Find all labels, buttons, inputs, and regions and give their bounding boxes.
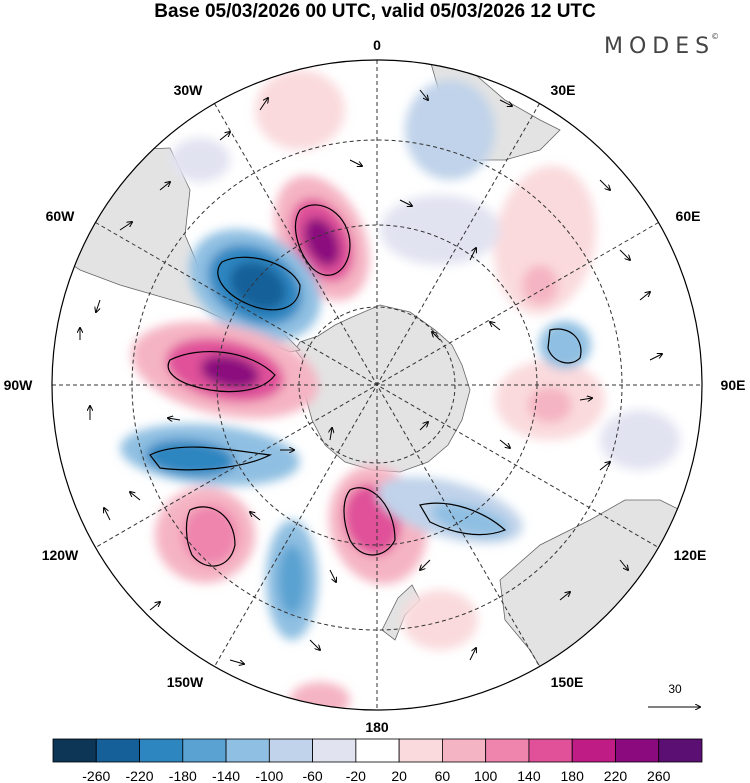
wind-vector — [599, 179, 610, 190]
wind-vector — [559, 592, 570, 601]
colorbar-label: -180 — [169, 768, 197, 783]
wind-vectors — [80, 89, 662, 664]
map-boundary — [51, 59, 703, 711]
colorbar-label: -20 — [346, 768, 366, 783]
wind-vector — [330, 428, 332, 441]
south-america-landmass — [52, 147, 301, 353]
colorbar-label: 260 — [647, 768, 671, 783]
colorbar-label: 220 — [604, 768, 628, 783]
colorbar-swatch — [571, 738, 616, 763]
wind-vector — [159, 182, 170, 191]
wind-vector — [168, 418, 181, 420]
colorbar-swatch — [139, 738, 184, 763]
wind-vector — [149, 602, 160, 611]
colorbar-label: -220 — [126, 768, 154, 783]
colorbar-swatch — [182, 738, 227, 763]
wind-vector — [639, 292, 650, 301]
colorbar-label: -100 — [255, 768, 283, 783]
colorbar: -260 -220 -180 -140 -100 -60 -20 20 60 100 140 180 2… — [52, 738, 703, 783]
modes-logo: MODES© — [604, 32, 723, 59]
wind-vector — [579, 398, 592, 400]
modes-logo-text: MODES — [604, 34, 716, 59]
wind-vector — [419, 89, 428, 100]
colorbar-label: 180 — [561, 768, 585, 783]
lon-label: 90W — [4, 377, 34, 393]
lon-label: 0 — [373, 37, 381, 53]
longitude-labels: 0 30E 60E 90E 120E 150E 180 150W 120W 90… — [4, 37, 746, 735]
lon-label: 60E — [676, 208, 701, 224]
colorbar-swatch — [225, 738, 270, 763]
colorbar-swatch — [398, 738, 443, 763]
colorbar-swatch — [355, 738, 400, 763]
wind-vector — [219, 132, 230, 141]
copyright-mark: © — [711, 32, 720, 41]
reference-vector-label: 30 — [668, 682, 682, 696]
colorbar-swatch — [615, 738, 660, 763]
lon-label: 90E — [721, 377, 746, 393]
map-disc — [52, 60, 702, 710]
colorbar-swatch — [658, 738, 703, 763]
colorbar-swatch — [312, 738, 357, 763]
wind-vector — [499, 439, 510, 448]
wind-vector — [119, 222, 132, 231]
wind-vector — [309, 639, 320, 650]
wind-vector — [130, 492, 141, 501]
reference-vector: 30 — [648, 682, 700, 707]
colorbar-label: -260 — [82, 768, 110, 783]
wind-vector — [419, 422, 428, 431]
colorbar-swatch — [95, 738, 140, 763]
lon-label: 150W — [167, 674, 204, 690]
map-title: Base 05/03/2026 00 UTC, valid 05/03/2026… — [154, 1, 596, 22]
wind-vector — [469, 248, 476, 261]
colorbar-swatch — [528, 738, 573, 763]
wind-vector — [490, 322, 501, 331]
colorbar-label: -140 — [212, 768, 240, 783]
wind-vector — [96, 299, 101, 312]
lon-label: 120W — [42, 547, 79, 563]
lon-label: 150E — [551, 674, 584, 690]
contour-lines — [149, 204, 582, 567]
wind-vector — [399, 199, 412, 206]
wind-vector — [420, 559, 431, 570]
wind-vector — [229, 659, 244, 664]
colorbar-swatch — [268, 738, 314, 763]
colorbar-label: 20 — [391, 768, 407, 783]
wind-vector — [104, 508, 111, 521]
colorbar-label: -60 — [302, 768, 322, 783]
wind-vector — [649, 354, 662, 361]
wind-vector — [259, 98, 268, 111]
wind-vector — [619, 249, 630, 260]
wind-vector — [349, 159, 362, 166]
colorbar-swatch — [441, 738, 487, 763]
wind-vector — [432, 332, 441, 341]
wind-vector — [619, 559, 628, 570]
lon-label: 180 — [365, 719, 389, 735]
colorbar-label: 100 — [474, 768, 498, 783]
wind-vector — [250, 512, 261, 521]
lon-label: 60W — [46, 208, 76, 224]
colorbar-label: 60 — [435, 768, 451, 783]
colorbar-swatch — [52, 738, 97, 763]
colorbar-label: 140 — [517, 768, 541, 783]
lon-label: 30W — [174, 82, 204, 98]
lon-label: 120E — [674, 547, 707, 563]
colorbar-swatch — [485, 738, 530, 763]
lon-label: 30E — [551, 82, 576, 98]
wind-vector — [469, 648, 476, 661]
wind-vector — [599, 462, 610, 471]
graticule — [52, 60, 702, 710]
wind-vector — [329, 569, 336, 582]
wind-vector — [499, 99, 512, 106]
